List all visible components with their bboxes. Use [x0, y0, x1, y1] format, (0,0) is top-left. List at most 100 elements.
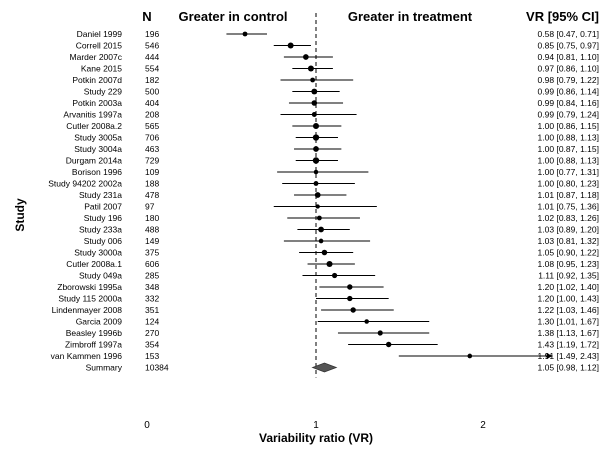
study-n: 332 [145, 294, 159, 304]
study-n: 196 [145, 29, 159, 39]
study-n: 182 [145, 75, 159, 85]
study-label: Zborowski 1995a [57, 282, 122, 292]
study-label: van Kammen 1996 [51, 351, 123, 361]
point-estimate [350, 307, 356, 313]
study-ci-text: 0.97 [0.86, 1.10] [538, 64, 599, 74]
header-greater-in-treatment: Greater in treatment [348, 9, 473, 24]
study-ci-text: 0.85 [0.75, 0.97] [538, 41, 599, 51]
study-ci-text: 1.20 [1.00, 1.43] [538, 294, 599, 304]
study-label: Beasley 1996b [66, 328, 123, 338]
point-estimate [347, 284, 353, 290]
study-label: Cutler 2008a.2 [66, 121, 122, 131]
study-label: Durgam 2014a [66, 156, 123, 166]
study-n: 180 [145, 213, 159, 223]
study-ci-text: 1.20 [1.02, 1.40] [538, 282, 599, 292]
study-ci-text: 1.01 [0.87, 1.18] [538, 190, 599, 200]
study-label: Zimbroff 1997a [65, 340, 122, 350]
study-ci-text: 1.00 [0.88, 1.13] [538, 133, 599, 143]
study-ci-text: 0.98 [0.79, 1.22] [538, 75, 599, 85]
study-label: Study 115 2000a [58, 294, 122, 304]
study-label: Correll 2015 [76, 41, 123, 51]
summary-n: 10384 [145, 363, 169, 373]
study-n: 546 [145, 41, 159, 51]
study-label: Lindenmayer 2008 [52, 305, 123, 315]
study-ci-text: 1.00 [0.77, 1.31] [538, 167, 599, 177]
x-tick-label-1: 1 [313, 420, 319, 431]
study-label: Marder 2007c [70, 52, 123, 62]
summary-diamond [311, 362, 338, 373]
study-n: 375 [145, 248, 159, 258]
study-n: 565 [145, 121, 159, 131]
study-n: 124 [145, 317, 159, 327]
study-n: 348 [145, 282, 159, 292]
study-ci-text: 1.05 [0.90, 1.22] [538, 248, 599, 258]
point-estimate [314, 192, 321, 198]
point-estimate [331, 272, 338, 279]
study-label: Daniel 1999 [77, 29, 123, 39]
study-n: 97 [145, 202, 155, 212]
study-n: 488 [145, 225, 159, 235]
study-label: Borison 1996 [72, 167, 122, 177]
study-ci-text: 0.94 [0.81, 1.10] [538, 52, 599, 62]
study-label: Patil 2007 [84, 202, 122, 212]
header-vr-ci: VR [95% CI] [526, 9, 599, 24]
study-n: 109 [145, 167, 159, 177]
point-estimate [313, 181, 319, 186]
study-ci-text: 1.00 [0.80, 1.23] [538, 179, 599, 189]
header-n: N [142, 9, 151, 24]
point-estimate [313, 169, 319, 175]
study-rows: Daniel 1999 196 0.58 [0.47, 0.71] Correll 2… [48, 13, 599, 378]
study-ci-text: 1.01 [0.75, 1.36] [538, 202, 599, 212]
study-label: Potkin 2003a [72, 98, 122, 108]
study-label: Study 229 [84, 87, 123, 97]
study-n: 444 [145, 52, 159, 62]
point-estimate [303, 54, 309, 60]
y-axis-label: Study [13, 198, 27, 232]
study-ci-text: 1.30 [1.01, 1.67] [538, 317, 599, 327]
point-estimate [287, 42, 294, 49]
study-n: 149 [145, 236, 159, 246]
summary-label: Summary [86, 363, 123, 373]
study-label: Study 233a [79, 225, 122, 235]
point-estimate [385, 341, 392, 348]
study-ci-text: 1.00 [0.88, 1.13] [538, 156, 599, 166]
study-n: 606 [145, 259, 159, 269]
study-ci-text: 1.03 [0.81, 1.32] [538, 236, 599, 246]
study-ci-text: 0.99 [0.84, 1.16] [538, 98, 599, 108]
study-ci-text: 1.22 [1.03, 1.46] [538, 305, 599, 315]
point-estimate [321, 249, 328, 256]
point-estimate [310, 77, 316, 83]
study-label: Study 94202 2002a [48, 179, 122, 189]
study-label: Potkin 2007d [72, 75, 122, 85]
study-n: 270 [145, 328, 159, 338]
point-estimate [467, 353, 473, 359]
study-ci-text: 1.08 [0.95, 1.23] [538, 259, 599, 269]
point-estimate [377, 330, 383, 336]
point-estimate [307, 65, 314, 72]
point-estimate [364, 319, 369, 324]
point-estimate [313, 146, 319, 152]
study-label: Arvanitis 1997a [63, 110, 122, 120]
point-estimate [312, 122, 320, 130]
study-label: Cutler 2008a.1 [66, 259, 122, 269]
study-n: 285 [145, 271, 159, 281]
point-estimate [311, 100, 318, 106]
point-estimate [318, 226, 324, 233]
study-ci-text: 1.00 [0.87, 1.15] [538, 144, 599, 154]
study-ci-text: 1.11 [0.92, 1.35] [538, 271, 599, 281]
study-n: 478 [145, 190, 159, 200]
study-n: 500 [145, 87, 159, 97]
point-estimate [311, 88, 318, 95]
study-n: 208 [145, 110, 159, 120]
point-estimate [326, 260, 333, 268]
x-tick-label-0: 0 [144, 420, 150, 431]
study-label: Study 3004a [74, 144, 122, 154]
study-ci-text: 0.99 [0.79, 1.24] [538, 110, 599, 120]
point-estimate [311, 112, 317, 117]
summary-ci-text: 1.05 [0.98, 1.12] [538, 363, 599, 373]
study-n: 404 [145, 98, 159, 108]
study-label: Study 049a [79, 271, 122, 281]
study-n: 153 [145, 351, 159, 361]
study-label: Study 231a [79, 190, 122, 200]
